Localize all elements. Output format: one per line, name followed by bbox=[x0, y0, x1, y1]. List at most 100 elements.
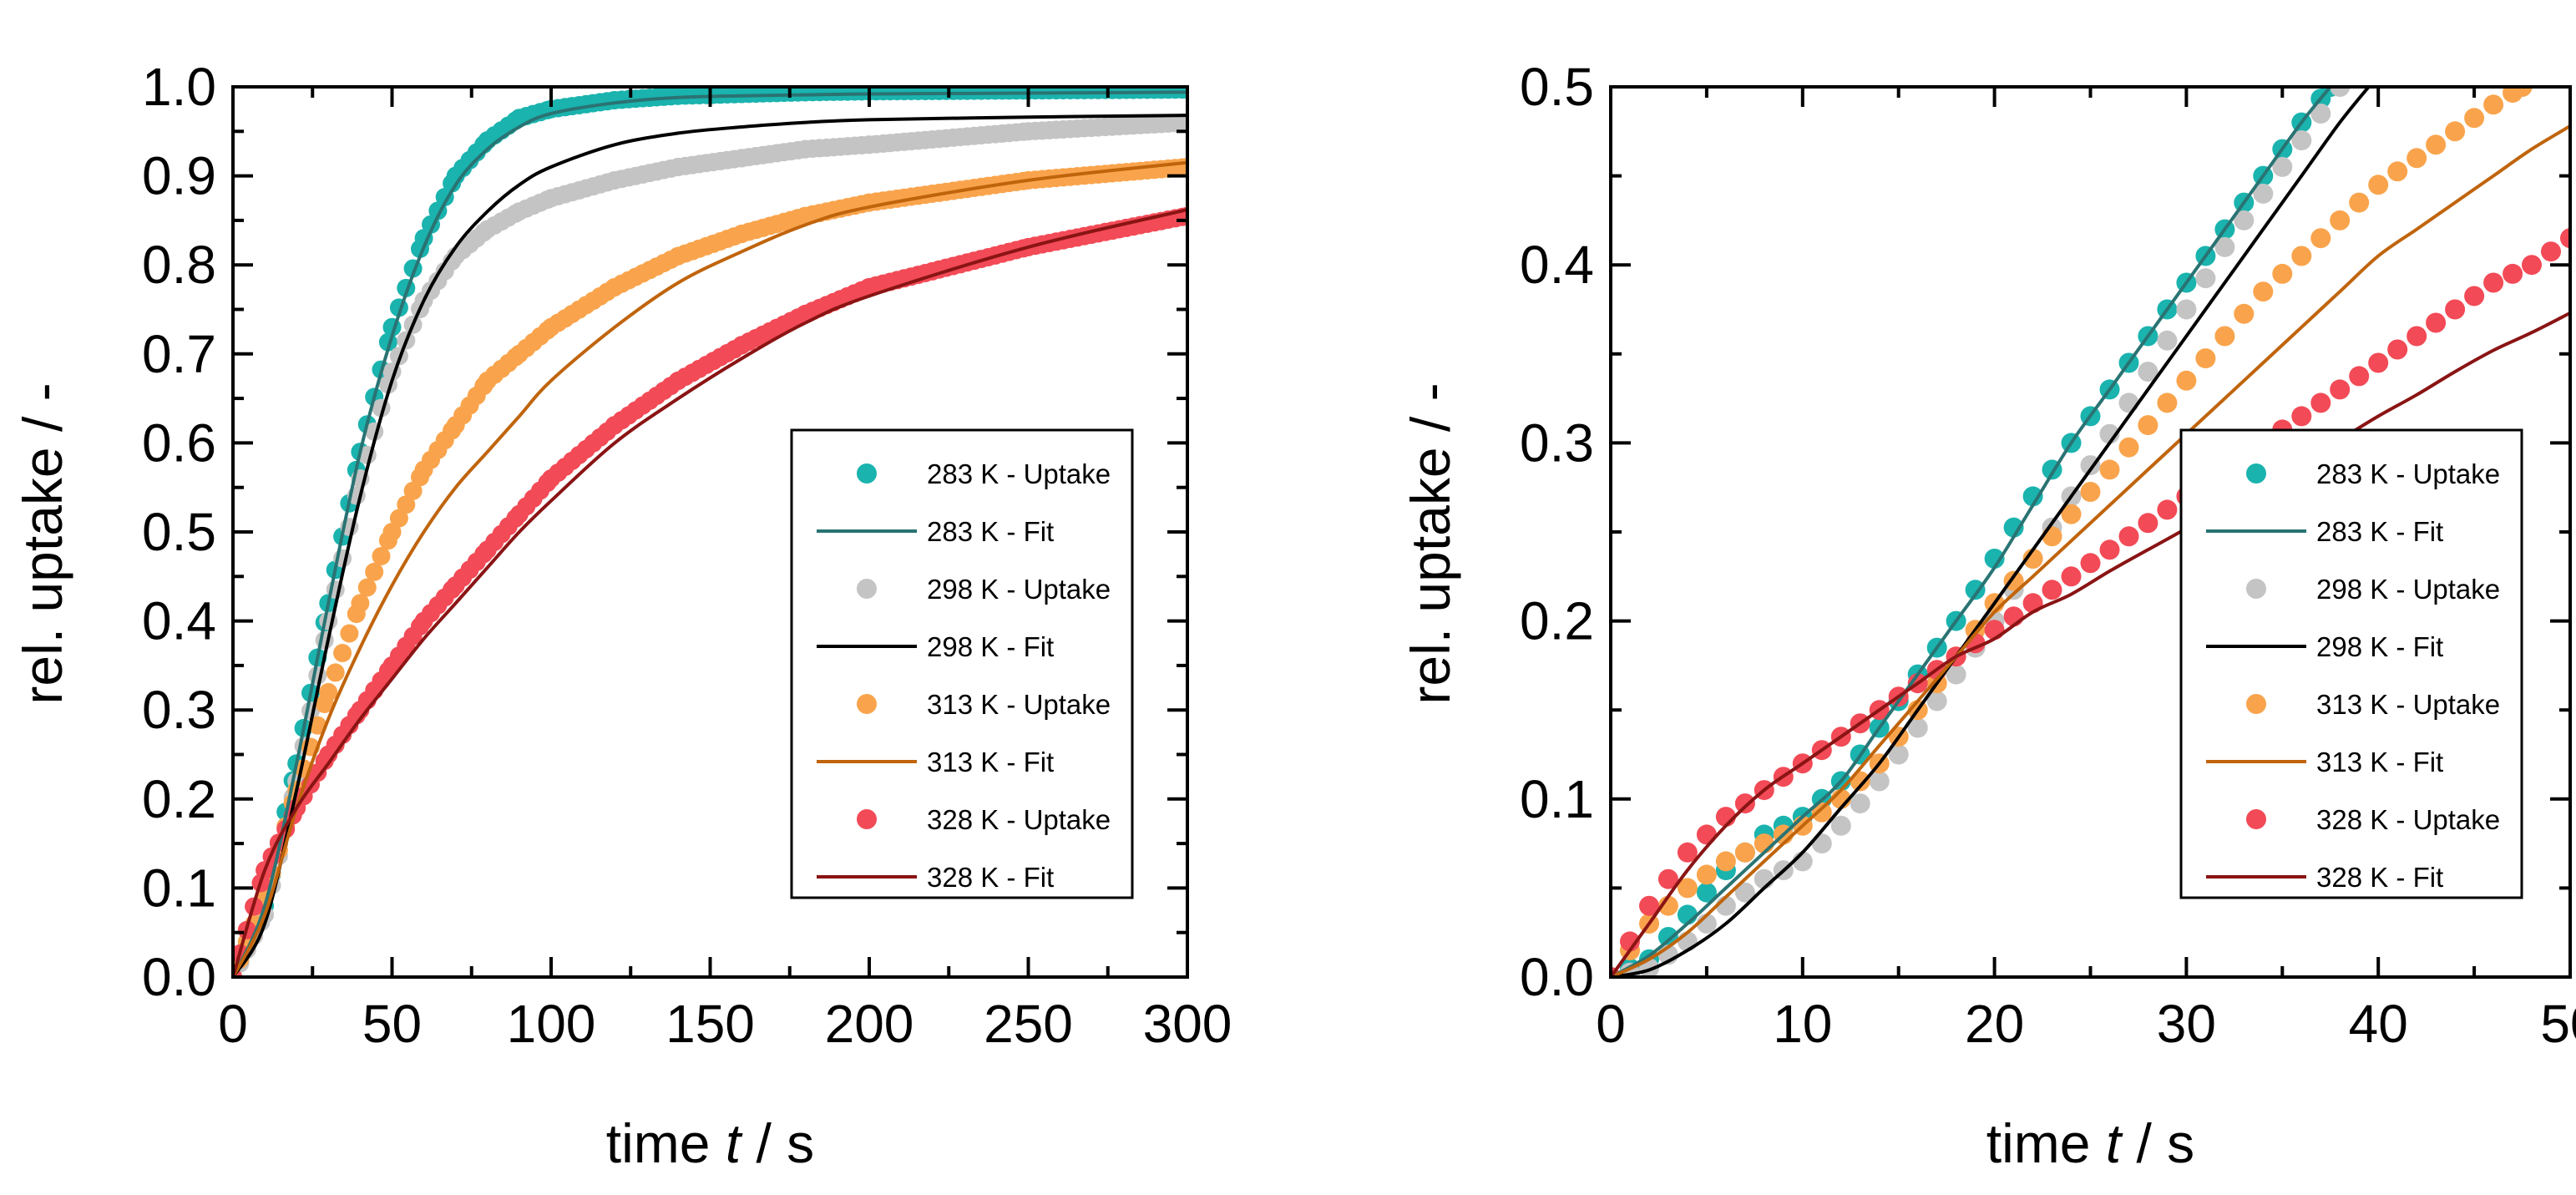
data-point bbox=[357, 578, 377, 597]
data-point bbox=[1620, 931, 1640, 952]
series-line-313-k---fit bbox=[1611, 124, 2570, 977]
x-tick-label: 30 bbox=[2157, 994, 2216, 1054]
data-point bbox=[1696, 824, 1717, 845]
data-point bbox=[397, 495, 416, 514]
legend-marker bbox=[2246, 463, 2266, 484]
series-line-313-k---fit bbox=[233, 160, 1187, 977]
data-point bbox=[1657, 868, 1678, 889]
data-point bbox=[2099, 459, 2120, 480]
data-point bbox=[1178, 113, 1187, 132]
legend-marker bbox=[857, 809, 877, 829]
data-point bbox=[2483, 272, 2504, 293]
data-point bbox=[2195, 268, 2216, 289]
legend-label: 328 K - Uptake bbox=[2316, 804, 2500, 835]
data-point bbox=[389, 509, 408, 528]
data-point bbox=[2138, 513, 2158, 534]
y-tick-label: 0.7 bbox=[142, 324, 216, 384]
data-point bbox=[2291, 130, 2312, 150]
data-point bbox=[365, 562, 384, 581]
chart-panel-zoomed: 0 10 20 30 40 50 0.0 0.1 0.2 0.3 0.4 0.5 time t / s r… bbox=[1399, 57, 2576, 1174]
data-point bbox=[2349, 366, 2370, 387]
data-point bbox=[2214, 326, 2235, 347]
legend-label: 298 K - Uptake bbox=[2316, 574, 2500, 605]
x-tick-label: 0 bbox=[218, 994, 248, 1054]
data-point bbox=[1696, 864, 1717, 885]
y-axis-label: rel. uptake / - bbox=[1399, 382, 1461, 704]
data-point bbox=[351, 594, 370, 613]
data-point bbox=[382, 523, 402, 541]
data-point bbox=[2464, 108, 2485, 129]
x-tick-label: 40 bbox=[2349, 994, 2408, 1054]
x-axis-label: time t / s bbox=[606, 1112, 814, 1174]
data-point bbox=[1888, 744, 1909, 765]
x-tick-label: 100 bbox=[507, 994, 596, 1054]
series-line-298-k---fit bbox=[1611, 87, 2371, 977]
legend-marker bbox=[857, 579, 877, 599]
data-point bbox=[2157, 330, 2178, 351]
series-line-283-k---fit bbox=[1611, 87, 2332, 977]
data-point bbox=[1734, 793, 1755, 814]
data-point bbox=[1734, 882, 1755, 903]
series-line-298-k---fit bbox=[233, 114, 1187, 977]
data-point bbox=[2272, 263, 2293, 284]
legend-label: 328 K - Uptake bbox=[927, 804, 1111, 835]
data-point bbox=[2387, 161, 2408, 182]
y-tick-label: 0.2 bbox=[142, 769, 216, 829]
series-line-328-k---fit bbox=[1611, 311, 2570, 977]
data-point bbox=[1907, 717, 1928, 738]
data-point bbox=[1811, 802, 1832, 823]
y-tick-label: 0.1 bbox=[142, 858, 216, 918]
legend-marker bbox=[2246, 694, 2266, 714]
data-point bbox=[2080, 482, 2101, 502]
data-point bbox=[2042, 580, 2062, 600]
data-point bbox=[1715, 851, 1736, 872]
data-point bbox=[2176, 370, 2197, 391]
y-tick-label: 1.0 bbox=[142, 57, 216, 117]
data-point bbox=[2349, 192, 2370, 213]
y-tick-label: 0.4 bbox=[1520, 235, 1594, 295]
data-point bbox=[2330, 210, 2351, 230]
y-axis-label: rel. uptake / - bbox=[12, 382, 73, 704]
data-point bbox=[2118, 392, 2139, 413]
chart-panel-full-range: 0 50 100 150 200 250 300 0.0 0.1 0.2 0.3 0.4 0.5 0.6 0… bbox=[12, 57, 1232, 1174]
data-point bbox=[1677, 878, 1698, 899]
data-point bbox=[2061, 504, 2082, 524]
data-point bbox=[2464, 286, 2485, 306]
data-point bbox=[340, 624, 359, 643]
data-point bbox=[2253, 183, 2274, 204]
data-point bbox=[2330, 379, 2351, 400]
x-tick-label: 0 bbox=[1596, 994, 1626, 1054]
data-point bbox=[403, 481, 423, 500]
data-point bbox=[2512, 87, 2533, 97]
x-tick-label: 150 bbox=[666, 994, 755, 1054]
plot-area bbox=[1611, 87, 2570, 977]
legend: 283 K - Uptake 283 K - Fit 298 K - Uptake 2… bbox=[2179, 428, 2523, 899]
legend-label: 283 K - Fit bbox=[2316, 516, 2443, 547]
data-point bbox=[2291, 406, 2312, 427]
data-point bbox=[2291, 246, 2312, 266]
data-point bbox=[2118, 526, 2139, 547]
y-tick-label: 0.3 bbox=[1520, 413, 1594, 473]
y-tick-label: 0.5 bbox=[1520, 57, 1594, 117]
data-point bbox=[2272, 156, 2293, 177]
data-point bbox=[319, 682, 338, 701]
data-point bbox=[1639, 895, 1659, 916]
y-tick-label: 0.0 bbox=[142, 947, 216, 1007]
legend-label: 283 K - Uptake bbox=[927, 458, 1111, 489]
data-point bbox=[2080, 553, 2101, 574]
data-point bbox=[2118, 437, 2139, 458]
data-point bbox=[2042, 526, 2062, 547]
legend-label: 313 K - Uptake bbox=[2316, 689, 2500, 720]
data-point bbox=[2387, 339, 2408, 360]
legend-label: 328 K - Fit bbox=[2316, 862, 2443, 893]
data-point bbox=[1696, 882, 1717, 903]
data-point bbox=[1926, 691, 1947, 711]
y-tick-label: 0.6 bbox=[142, 413, 216, 473]
data-point bbox=[2445, 121, 2466, 142]
plot-area bbox=[233, 87, 1187, 977]
data-point bbox=[2138, 415, 2158, 436]
data-point bbox=[2234, 303, 2255, 324]
data-point bbox=[2099, 539, 2120, 560]
